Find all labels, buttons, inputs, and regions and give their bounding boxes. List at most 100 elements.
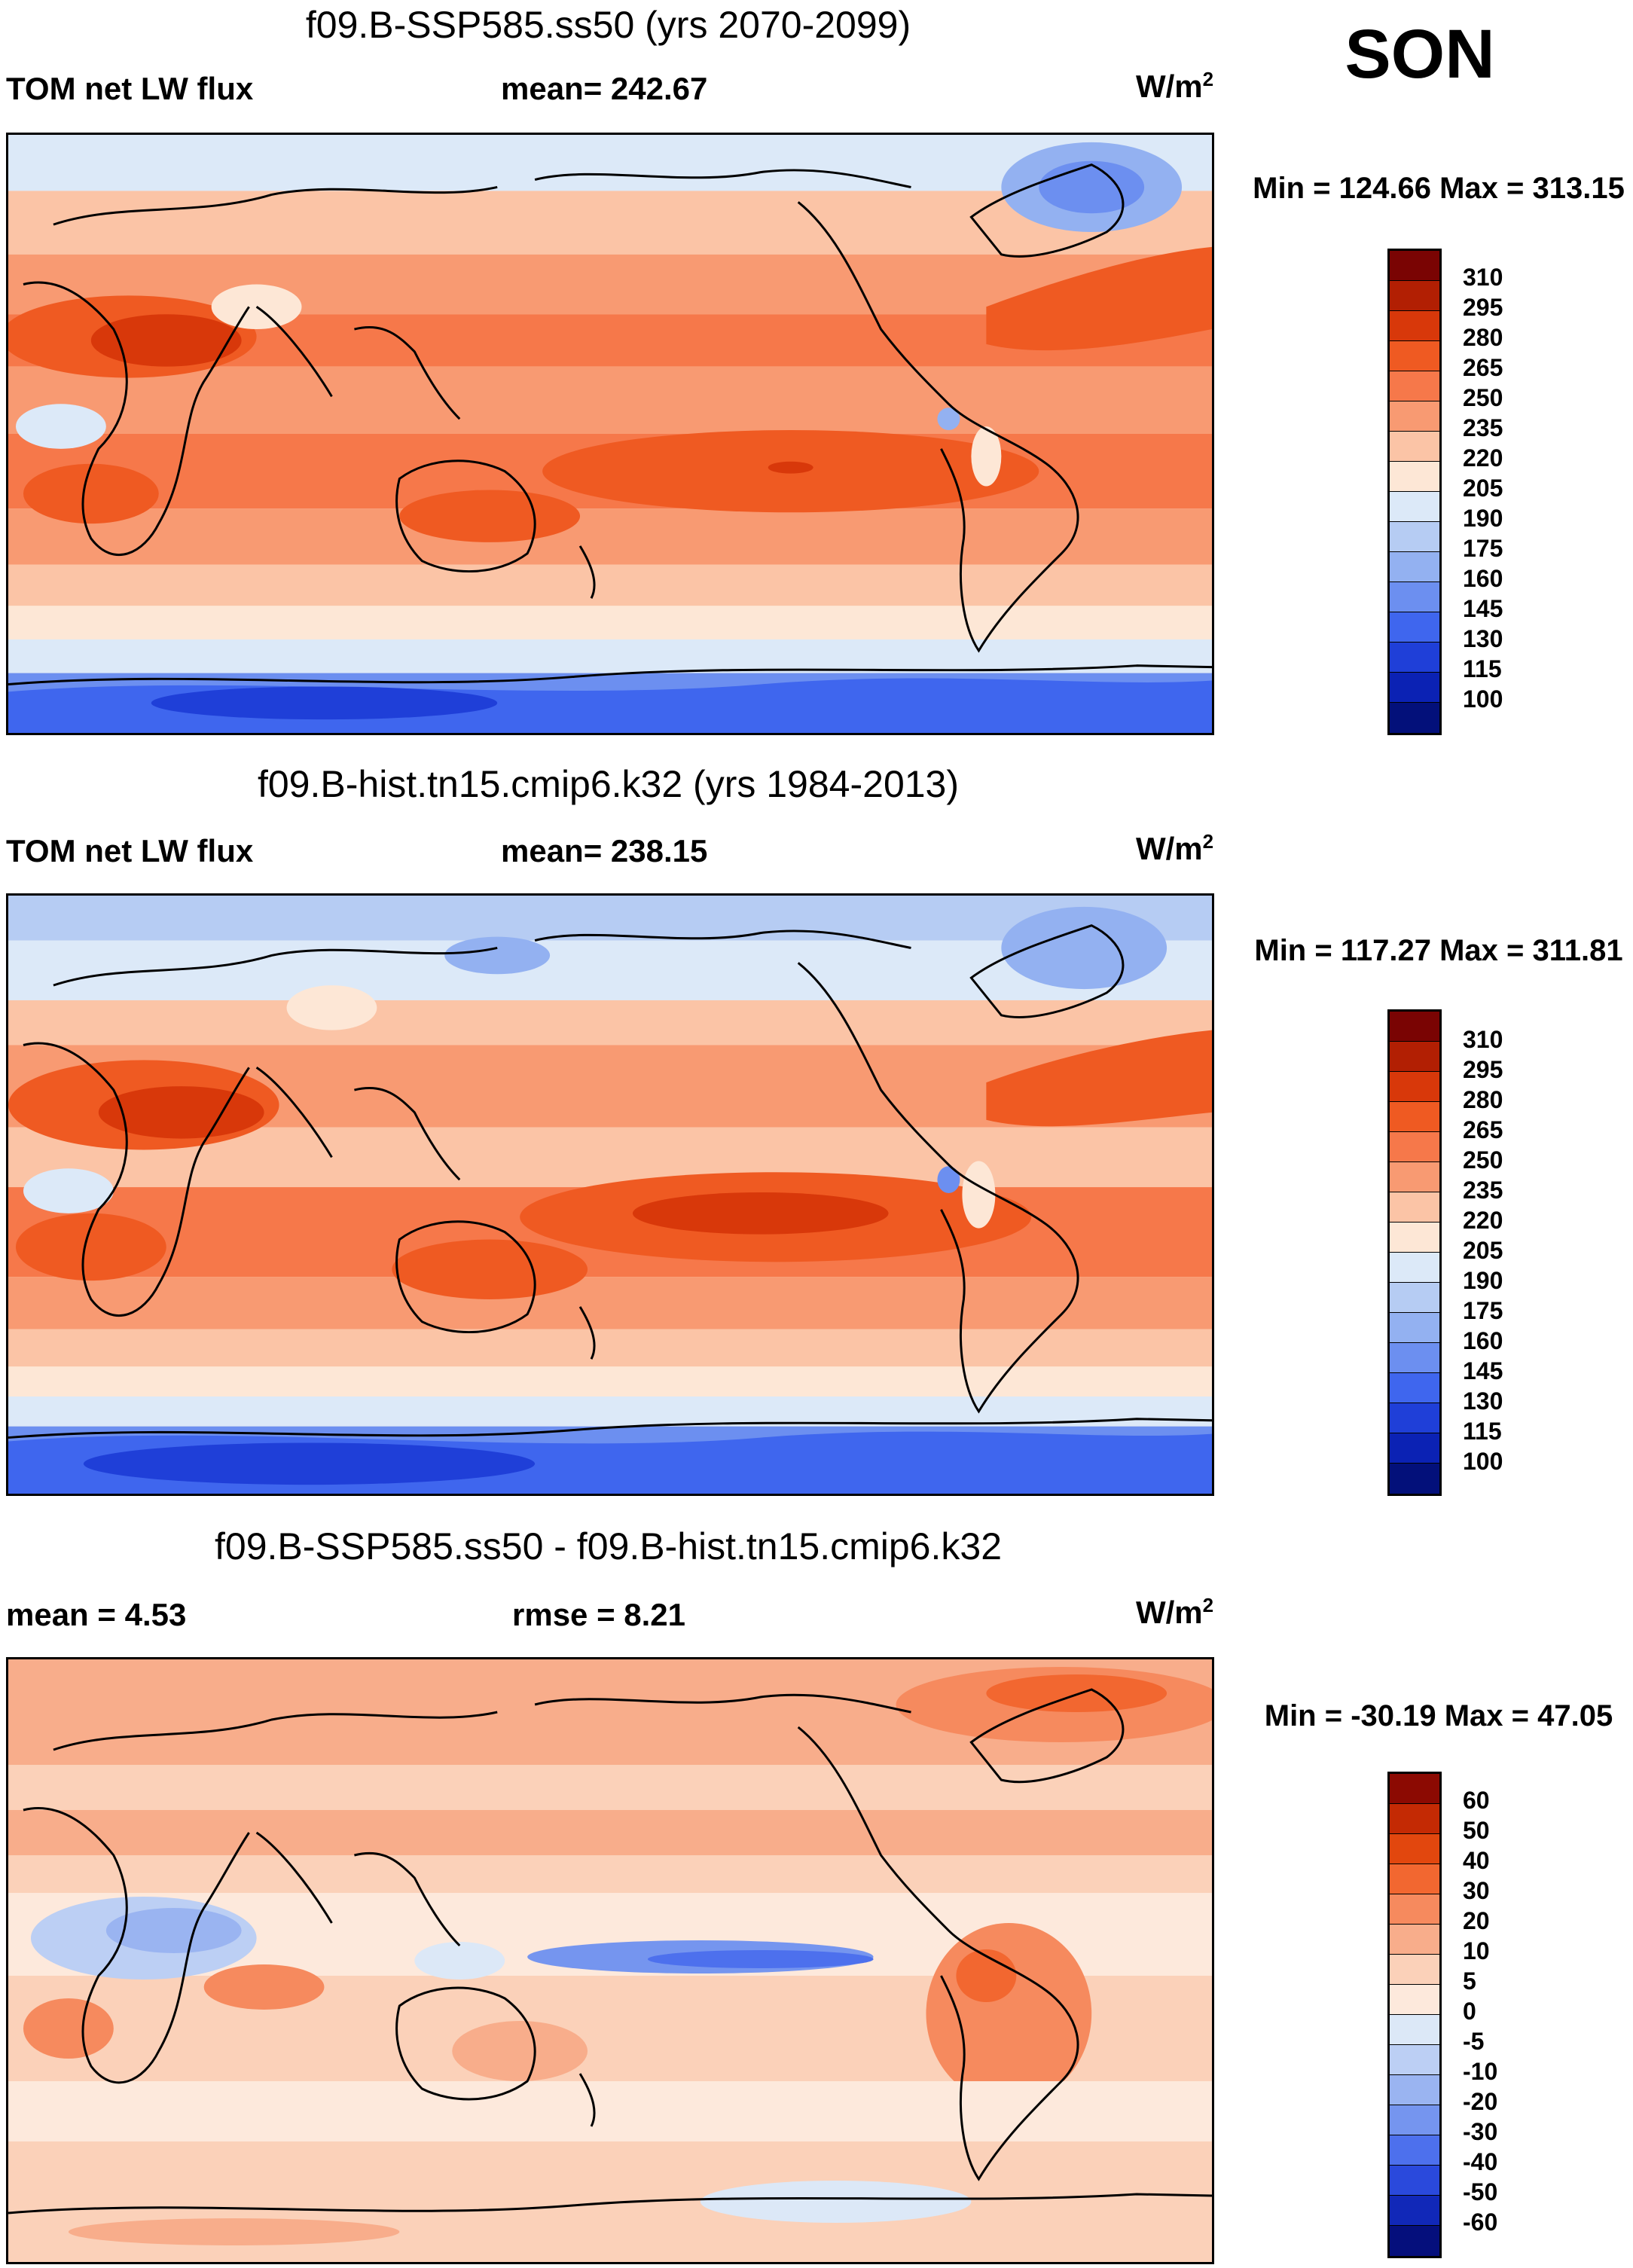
- panel-3-minmax: Min = -30.19 Max = 47.05: [1264, 1699, 1613, 1732]
- colorbar-tick-label: 115: [1463, 655, 1502, 682]
- units-exponent: 2: [1202, 1594, 1214, 1616]
- colorbar-swatch: [1390, 2196, 1439, 2226]
- colorbar-tick-label: 280: [1463, 1086, 1503, 1113]
- colorbar-swatch: [1390, 2015, 1439, 2045]
- units-text: W/m: [1136, 69, 1203, 104]
- colorbar-swatch: [1390, 612, 1439, 643]
- colorbar-swatch: [1390, 673, 1439, 703]
- colorbar-swatch: [1390, 1102, 1439, 1132]
- colorbar-tick-label: 175: [1463, 535, 1503, 562]
- panel-3-map-field: [8, 1659, 1212, 2262]
- colorbar-swatch: [1390, 1955, 1439, 1985]
- panel-3-rmse-label: rmse = 8.21: [512, 1597, 686, 1632]
- colorbar-swatch: [1390, 371, 1439, 401]
- colorbar-swatch: [1390, 492, 1439, 522]
- colorbar-tick-label: 130: [1463, 1387, 1503, 1415]
- panel-2-minmax: Min = 117.27 Max = 311.81: [1254, 934, 1623, 967]
- panel-3-title: f09.B-SSP585.ss50 - f09.B-hist.tn15.cmip…: [215, 1525, 1002, 1567]
- panel-1-variable-label: TOM net LW flux: [6, 71, 254, 106]
- colorbar-tick-label: 145: [1463, 595, 1503, 622]
- colorbar-tick-label: 50: [1463, 1817, 1490, 1844]
- colorbar-swatch: [1390, 251, 1439, 281]
- colorbar-swatch: [1390, 522, 1439, 552]
- colorbar-swatch: [1390, 1834, 1439, 1864]
- colorbar-tick-label: 175: [1463, 1297, 1503, 1324]
- panel-3-mean-label: mean = 4.53: [6, 1597, 187, 1632]
- colorbar-tick-label: 205: [1463, 1237, 1503, 1264]
- colorbar-tick-label: 160: [1463, 1327, 1503, 1354]
- colorbar-tick-label: 250: [1463, 1146, 1503, 1174]
- colorbar-swatch: [1390, 1223, 1439, 1253]
- colorbar-swatch: [1390, 1132, 1439, 1162]
- colorbar-swatch: [1390, 2166, 1439, 2196]
- colorbar-tick-label: -50: [1463, 2178, 1498, 2205]
- colorbar-tick-label: -5: [1463, 2028, 1485, 2055]
- colorbar-tick-label: 265: [1463, 1116, 1503, 1143]
- panel-2-map: [6, 893, 1214, 1496]
- colorbar-swatch: [1390, 1433, 1439, 1464]
- colorbar-tick-label: 280: [1463, 324, 1503, 351]
- colorbar-tick-label: 20: [1463, 1907, 1490, 1934]
- colorbar-tick-label: 100: [1463, 1448, 1503, 1475]
- panel-2-mean-label: mean= 238.15: [501, 833, 708, 868]
- panel-2-colorbar: [1387, 1009, 1442, 1496]
- colorbar-swatch: [1390, 1192, 1439, 1223]
- colorbar-tick-label: 0: [1463, 1998, 1476, 2025]
- colorbar-tick-label: 205: [1463, 475, 1503, 502]
- colorbar-swatch: [1390, 643, 1439, 673]
- colorbar-tick-label: 295: [1463, 1056, 1503, 1083]
- colorbar-swatch: [1390, 1042, 1439, 1072]
- colorbar-tick-label: -10: [1463, 2058, 1498, 2085]
- units-exponent: 2: [1202, 68, 1214, 90]
- panel-1-title: f09.B-SSP585.ss50 (yrs 2070-2099): [305, 4, 911, 46]
- colorbar-tick-label: -20: [1463, 2088, 1498, 2115]
- colorbar-tick-label: 40: [1463, 1847, 1490, 1874]
- colorbar-tick-label: 265: [1463, 354, 1503, 381]
- colorbar-tick-label: 130: [1463, 625, 1503, 652]
- panel-2-map-field: [8, 896, 1212, 1494]
- colorbar-swatch: [1390, 1072, 1439, 1102]
- colorbar-tick-label: 310: [1463, 1026, 1503, 1053]
- colorbar-tick-label: 145: [1463, 1357, 1503, 1384]
- colorbar-swatch: [1390, 582, 1439, 612]
- panel-3-units: W/m2: [1136, 1594, 1213, 1631]
- panel-2-variable-label: TOM net LW flux: [6, 833, 254, 868]
- colorbar-tick-label: 10: [1463, 1937, 1490, 1964]
- colorbar-swatch: [1390, 1894, 1439, 1925]
- colorbar-swatch: [1390, 1253, 1439, 1283]
- units-exponent: 2: [1202, 830, 1214, 853]
- colorbar-tick-label: 190: [1463, 505, 1503, 532]
- panel-2-title: f09.B-hist.tn15.cmip6.k32 (yrs 1984-2013…: [257, 763, 960, 805]
- colorbar-tick-label: 235: [1463, 414, 1503, 441]
- panel-1-units: W/m2: [1136, 68, 1213, 105]
- colorbar-tick-label: -60: [1463, 2208, 1498, 2236]
- colorbar-swatch: [1390, 1925, 1439, 1955]
- colorbar-tick-label: 160: [1463, 565, 1503, 592]
- colorbar-tick-label: 60: [1463, 1787, 1490, 1814]
- panel-1-mean-label: mean= 242.67: [501, 71, 708, 106]
- colorbar-swatch: [1390, 1774, 1439, 1804]
- colorbar-swatch: [1390, 552, 1439, 582]
- colorbar-swatch: [1390, 1804, 1439, 1834]
- colorbar-tick-label: 220: [1463, 444, 1503, 472]
- colorbar-swatch: [1390, 1012, 1439, 1042]
- colorbar-swatch: [1390, 311, 1439, 341]
- panel-2-units: W/m2: [1136, 830, 1213, 867]
- colorbar-swatch: [1390, 401, 1439, 432]
- colorbar-swatch: [1390, 432, 1439, 462]
- colorbar-tick-label: 295: [1463, 294, 1503, 321]
- season-label: SON: [1345, 16, 1495, 93]
- colorbar-tick-label: 220: [1463, 1207, 1503, 1234]
- colorbar-swatch: [1390, 1162, 1439, 1192]
- colorbar-swatch: [1390, 1864, 1439, 1894]
- colorbar-swatch: [1390, 2135, 1439, 2166]
- panel-3-map: [6, 1657, 1214, 2264]
- panel-1-colorbar: [1387, 249, 1442, 735]
- colorbar-tick-label: 30: [1463, 1877, 1490, 1904]
- panel-3-colorbar: [1387, 1772, 1442, 2258]
- colorbar-swatch: [1390, 462, 1439, 492]
- colorbar-swatch: [1390, 1464, 1439, 1494]
- panel-1-map: [6, 133, 1214, 735]
- colorbar-tick-label: -30: [1463, 2118, 1498, 2145]
- colorbar-tick-label: 5: [1463, 1967, 1476, 1995]
